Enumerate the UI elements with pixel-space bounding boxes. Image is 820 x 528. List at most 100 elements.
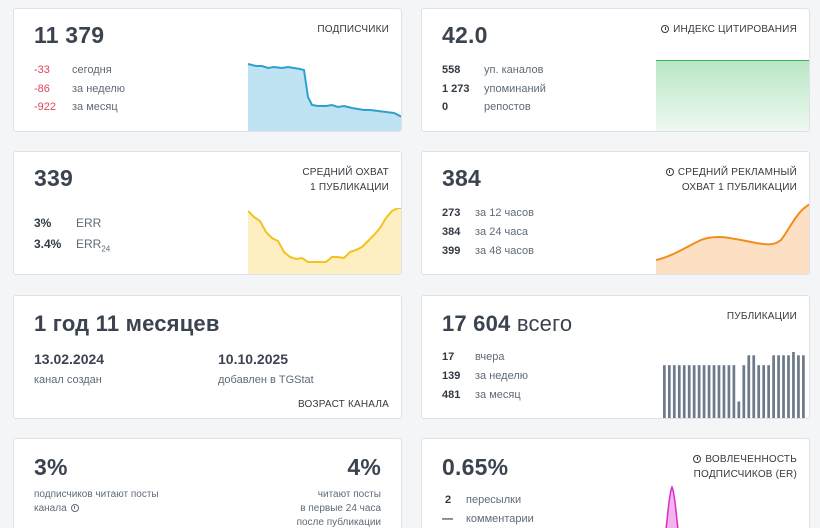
posts-unit: всего: [516, 311, 573, 336]
stat-row: -86 за неделю: [34, 83, 125, 95]
stat-label: за 12 часов: [475, 207, 534, 219]
title-line: ПОДПИСЧИКОВ (ER): [693, 469, 797, 480]
posts-bar: [727, 365, 731, 418]
stat-label: сегодня: [72, 64, 112, 76]
posts-bar: [777, 355, 780, 418]
added-date: 10.10.2025: [218, 351, 289, 367]
posts-bar: [782, 355, 785, 418]
avg-reach-card[interactable]: 339 СРЕДНИЙ ОХВАТ 1 ПУБЛИКАЦИИ 3% ERR 3.4…: [13, 151, 402, 275]
stat-value: 17: [442, 351, 455, 363]
channel-age-value: 1 год 11 месяцев: [34, 311, 220, 336]
engagement-line: [665, 485, 679, 528]
created-label: канал создан: [34, 374, 102, 386]
posts-bar: [797, 355, 800, 418]
stat-label: репостов: [484, 101, 531, 113]
posts-bar: [762, 365, 766, 418]
ad-reach-card[interactable]: 384 СРЕДНИЙ РЕКЛАМНЫЙ ОХВАТ 1 ПУБЛИКАЦИИ …: [421, 151, 810, 275]
posts-bar: [787, 355, 790, 418]
posts-bar: [677, 365, 681, 418]
posts-bar: [792, 352, 795, 418]
title-line: ОХВАТ 1 ПУБЛИКАЦИИ: [681, 182, 797, 193]
stat-label: за месяц: [475, 389, 521, 401]
info-icon[interactable]: [665, 167, 674, 176]
avg-reach-value: 339: [34, 165, 73, 191]
info-icon[interactable]: [661, 24, 670, 33]
stat-value: 0: [442, 101, 449, 113]
stat-row: 1 273 упоминаний: [442, 83, 546, 95]
stat-value: 3%: [34, 216, 52, 230]
posts-bar: [687, 365, 691, 418]
stat-value: 481: [442, 389, 461, 401]
stat-label: за 24 часа: [475, 226, 528, 238]
label-line: читают посты: [317, 489, 381, 500]
stat-label: вчера: [475, 351, 505, 363]
engagement-card[interactable]: 0.65% ВОВЛЕЧЕННОСТЬ ПОДПИСЧИКОВ (ER) 2 пе…: [421, 438, 810, 528]
stat-label: упоминаний: [484, 83, 546, 95]
posts-count: 17 604: [442, 311, 511, 336]
stat-row: 139 за неделю: [442, 370, 528, 382]
label-line: канала: [34, 502, 159, 516]
citation-sparkline: [656, 60, 809, 131]
stat-value: 3.4%: [34, 237, 62, 251]
title-text: ВОВЛЕЧЕННОСТЬ: [705, 454, 797, 465]
added-label: добавлен в TGStat: [218, 374, 314, 386]
stat-value: 384: [442, 226, 461, 238]
citation-area: [656, 60, 809, 131]
info-icon[interactable]: [693, 454, 702, 463]
stat-label: пересылки: [466, 494, 522, 506]
stat-label: за неделю: [475, 370, 529, 382]
stat-row: 273 за 12 часов: [442, 207, 534, 219]
title-line: СРЕДНИЙ ОХВАТ: [302, 167, 389, 178]
reading-left-label: подписчиков читают посты канала: [34, 488, 159, 516]
ad-reach-sparkline: [656, 203, 809, 274]
stat-value: 2: [445, 494, 452, 506]
info-icon[interactable]: [70, 503, 79, 512]
stat-row: 558 уп. каналов: [442, 64, 543, 76]
posts-title: ПУБЛИКАЦИИ: [726, 311, 797, 322]
stat-row: 0 репостов: [442, 101, 531, 113]
subscribers-card[interactable]: 11 379 ПОДПИСЧИКИ -33 сегодня -86 за нед…: [13, 8, 402, 132]
stat-label: ERR: [76, 216, 102, 230]
label-line: после публикации: [296, 517, 381, 528]
posts-bar: [732, 365, 736, 418]
stat-label: ERR24: [76, 237, 110, 253]
posts-bar: [702, 365, 706, 418]
stat-value: -922: [34, 101, 57, 113]
posts-bar: [747, 355, 751, 418]
avg-reach-sparkline: [248, 208, 401, 274]
stat-label: за неделю: [72, 83, 126, 95]
title-line: ВОВЛЕЧЕННОСТЬ: [693, 452, 797, 467]
posts-bar: [717, 365, 721, 418]
created-date: 13.02.2024: [34, 351, 105, 367]
posts-bar: [802, 355, 805, 418]
stat-value: -33: [34, 64, 50, 76]
reading-card[interactable]: 3% подписчиков читают посты канала 4% чи…: [13, 438, 402, 528]
posts-bar: [697, 365, 701, 418]
stat-row: — комментарии: [442, 513, 534, 525]
avg-reach-area: [248, 208, 401, 274]
posts-bar: [737, 401, 741, 418]
stat-label: уп. каналов: [484, 64, 544, 76]
posts-card[interactable]: 17 604 всего ПУБЛИКАЦИИ 17 вчера 139 за …: [421, 295, 810, 419]
citation-index-value: 42.0: [442, 22, 488, 48]
stat-label: комментарии: [466, 513, 534, 525]
citation-title-text: ИНДЕКС ЦИТИРОВАНИЯ: [673, 24, 797, 35]
citation-card[interactable]: 42.0 ИНДЕКС ЦИТИРОВАНИЯ 558 уп. каналов …: [421, 8, 810, 132]
posts-bar: [722, 365, 726, 418]
stat-row: 481 за месяц: [442, 389, 521, 401]
engagement-area: [666, 487, 678, 528]
posts-bar: [742, 365, 746, 418]
stat-label: за 48 часов: [475, 245, 534, 257]
avg-reach-line: [248, 208, 401, 263]
engagement-title[interactable]: ВОВЛЕЧЕННОСТЬ ПОДПИСЧИКОВ (ER): [693, 452, 797, 482]
channel-age-card[interactable]: 1 год 11 месяцев 13.02.2024 канал создан…: [13, 295, 402, 419]
label-line: в первые 24 часа: [300, 503, 381, 514]
stat-value: 558: [442, 64, 461, 76]
ad-reach-title[interactable]: СРЕДНИЙ РЕКЛАМНЫЙ ОХВАТ 1 ПУБЛИКАЦИИ: [665, 165, 797, 195]
citation-title[interactable]: ИНДЕКС ЦИТИРОВАНИЯ: [661, 22, 797, 37]
label-text: канала: [34, 503, 67, 514]
stat-row: 17 вчера: [442, 351, 504, 363]
stat-row: 384 за 24 часа: [442, 226, 528, 238]
subscribers-area: [248, 64, 401, 131]
reading-left-value: 3%: [34, 454, 68, 480]
